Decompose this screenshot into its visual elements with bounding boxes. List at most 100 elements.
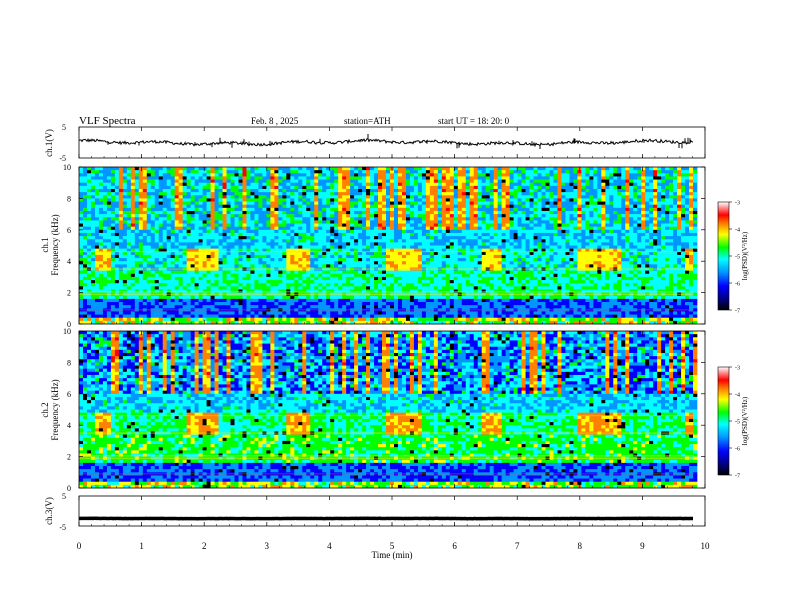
spectrogram-cell [211,211,215,214]
spectrogram-cell [454,236,458,239]
spectrogram-cell [338,195,342,198]
spectrogram-cell [406,258,410,261]
spectrogram-cell [378,173,382,176]
spectrogram-cell [266,299,270,302]
spectrogram-cell [318,236,322,239]
spectrogram-cell [219,239,223,242]
spectrogram-cell [470,274,474,277]
spectrogram-cell [294,264,298,267]
spectrogram-cell [306,264,310,267]
spectrogram-cell [354,233,358,236]
spectrogram-cell [366,305,370,308]
spectrogram-cell [203,202,207,205]
spectrogram-cell [374,170,378,173]
spectrogram-cell [139,230,143,233]
spectrogram-cell [203,217,207,220]
spectrogram-cell [466,258,470,261]
spectrogram-cell [374,315,378,318]
spectrogram-cell [203,205,207,208]
spectrogram-cell [410,296,414,299]
spectrogram-cell [274,176,278,179]
spectrogram-cell [171,315,175,318]
spectrogram-cell [167,217,171,220]
spectrogram-cell [159,214,163,217]
spectrogram-cell [278,274,282,277]
spectrogram-cell [282,220,286,223]
spectrogram-cell [123,205,127,208]
spectrogram-cell [91,230,95,233]
spectrogram-cell [254,258,258,261]
spectrogram-cell [278,189,282,192]
spectrogram-cell [91,195,95,198]
spectrogram-cell [458,173,462,176]
spectrogram-cell [390,211,394,214]
spectrogram-cell [470,315,474,318]
spectrogram-cell [326,274,330,277]
spectrogram-cell [111,211,115,214]
spectrogram-cell [318,289,322,292]
spectrogram-cell [318,176,322,179]
spectrogram-cell [199,233,203,236]
spectrogram-cell [298,198,302,201]
spectrogram-cell [370,230,374,233]
spectrogram-cell [238,233,242,236]
spectrogram-cell [406,315,410,318]
spectrogram-cell [426,183,430,186]
spectrogram-cell [278,214,282,217]
spectrogram-cell [366,202,370,205]
spectrogram-cell [306,289,310,292]
spectrogram-cell [338,311,342,314]
spectrogram-cell [314,208,318,211]
spectrogram-cell [366,277,370,280]
spectrogram-cell [326,176,330,179]
spectrogram-cell [386,170,390,173]
spectrogram-cell [338,246,342,249]
spectrogram-cell [342,173,346,176]
spectrogram-cell [227,242,231,245]
spectrogram-cell [187,214,191,217]
spectrogram-cell [191,186,195,189]
spectrogram-cell [87,315,91,318]
spectrogram-cell [215,252,219,255]
spectrogram-cell [438,220,442,223]
spectrogram-cell [306,217,310,220]
spectrogram-cell [79,296,83,299]
spectrogram-cell [282,296,286,299]
spectrogram-cell [370,255,374,258]
spectrogram-cell [159,208,163,211]
spectrogram-cell [207,255,211,258]
spectrogram-cell [362,277,366,280]
spectrogram-cell [103,289,107,292]
spectrogram-cell [215,186,219,189]
spectrogram-cell [127,180,131,183]
spectrogram-cell [282,286,286,289]
spectrogram-cell [159,286,163,289]
spectrogram-cell [446,242,450,245]
spectrogram-cell [298,176,302,179]
spectrogram-cell [143,274,147,277]
spectrogram-cell [163,280,167,283]
spectrogram-cell [262,224,266,227]
spectrogram-cell [151,271,155,274]
spectrogram-cell [358,242,362,245]
spectrogram-cell [83,211,87,214]
spectrogram-cell [258,315,262,318]
spectrogram-cell [155,217,159,220]
spectrogram-cell [163,305,167,308]
spectrogram-cell [123,289,127,292]
spectrogram-cell [314,283,318,286]
spectrogram-cell [99,173,103,176]
spectrogram-cell [115,302,119,305]
spectrogram-cell [215,202,219,205]
spectrogram-cell [414,220,418,223]
spectrogram-cell [442,227,446,230]
spectrogram-cell [354,255,358,258]
spectrogram-cell [410,305,414,308]
spectrogram-cell [211,289,215,292]
spectrogram-cell [314,274,318,277]
spectrogram-cell [163,211,167,214]
spectrogram-cell [199,202,203,205]
spectrogram-cell [187,315,191,318]
spectrogram-cell [382,236,386,239]
spectrogram-cell [370,189,374,192]
